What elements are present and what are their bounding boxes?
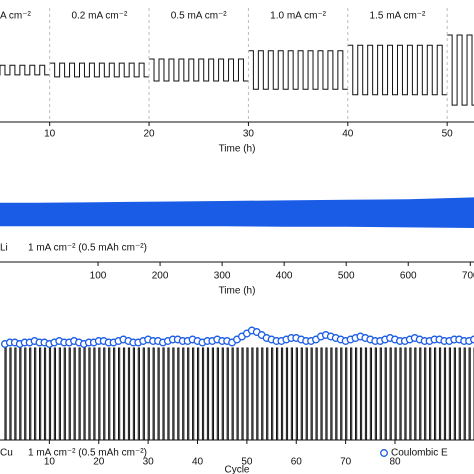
x-tick-label: 80 — [389, 457, 401, 468]
voltage-segment — [149, 58, 249, 82]
x-tick-label: 40 — [342, 129, 354, 140]
x-tick-label: 30 — [243, 129, 255, 140]
condition-label: 1 mA cm⁻² (0.5 mAh cm⁻²) — [28, 243, 147, 254]
x-tick-label: 700 — [462, 271, 474, 282]
x-tick-label: 10 — [44, 457, 56, 468]
legend-text: Coulombic E — [391, 448, 448, 459]
voltage-segment — [248, 50, 348, 90]
x-tick-label: 500 — [338, 271, 355, 282]
x-tick-label: 40 — [192, 457, 204, 468]
voltage-segment — [0, 64, 50, 76]
voltage-band — [0, 197, 474, 228]
voltage-segment — [347, 44, 448, 96]
x-tick-label: 400 — [276, 271, 293, 282]
voltage-segment — [49, 62, 150, 78]
current-label: 1.5 mA cm⁻² — [370, 11, 427, 22]
legend-marker — [380, 449, 388, 457]
voltage-profile — [0, 347, 474, 441]
x-tick-label: 50 — [241, 457, 253, 468]
x-tick-label: 10 — [44, 129, 56, 140]
x-tick-label: 600 — [400, 271, 417, 282]
x-tick-label: 30 — [143, 457, 155, 468]
cell-label: Li — [0, 243, 8, 254]
x-tick-label: 300 — [214, 271, 231, 282]
current-label: 0.5 mA cm⁻² — [171, 11, 228, 22]
x-tick-label: 20 — [93, 457, 105, 468]
x-axis-label: Cycle — [224, 465, 249, 474]
x-tick-label: 50 — [442, 129, 454, 140]
current-label: 1.0 mA cm⁻² — [270, 11, 327, 22]
cell-label: Cu — [0, 448, 13, 459]
current-label: 0.2 mA cm⁻² — [71, 11, 128, 22]
x-axis-label: Time (h) — [219, 286, 256, 297]
x-tick-label: 200 — [152, 271, 169, 282]
ce-point — [470, 335, 474, 344]
x-tick-label: 20 — [143, 129, 155, 140]
legend-bg — [372, 447, 474, 459]
x-axis-label: Time (h) — [219, 144, 256, 155]
x-tick-label: 60 — [291, 457, 303, 468]
label-bg — [0, 447, 160, 459]
current-label: A cm⁻² — [0, 11, 32, 22]
x-tick-label: 70 — [340, 457, 352, 468]
condition-label: 1 mA cm⁻² (0.5 mAh cm⁻²) — [28, 448, 147, 459]
voltage-segment — [447, 34, 474, 106]
x-tick-label: 100 — [90, 271, 107, 282]
